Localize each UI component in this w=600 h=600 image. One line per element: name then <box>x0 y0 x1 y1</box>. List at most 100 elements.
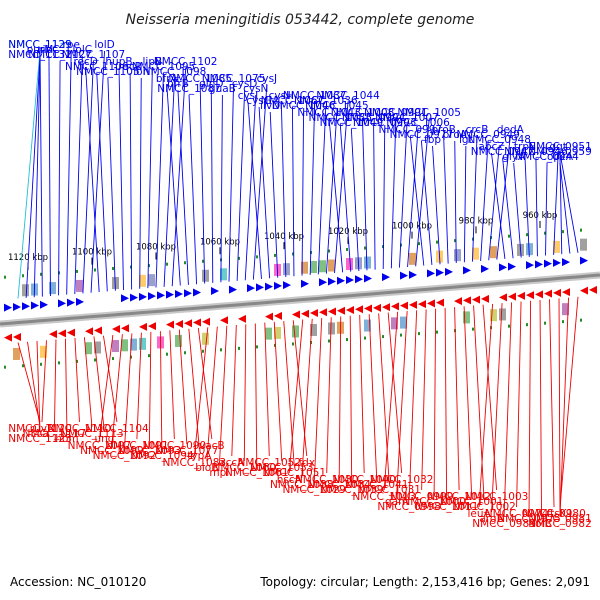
top-gene-label: purM <box>27 44 54 56</box>
top-gene-label: NMCC_0959 <box>528 146 592 158</box>
top-gene-label: NMCC_1049 <box>320 117 384 129</box>
forward-feature-block <box>409 252 416 265</box>
reverse-gene-arrow <box>292 310 300 319</box>
leader-line <box>339 123 352 272</box>
leader-line <box>463 306 473 496</box>
reverse-gene-arrow <box>220 316 228 325</box>
scale-tick-label: 1080 kbp <box>136 242 176 252</box>
leader-line <box>169 330 175 440</box>
genome-summary-text: Topology: circular; Length: 2,153,416 bp… <box>259 575 590 589</box>
top-gene-label: rpe <box>62 39 79 51</box>
reverse-gene-arrow <box>391 302 399 311</box>
scale-tick-label: 1040 kbp <box>264 232 304 242</box>
reverse-feature-block <box>328 322 335 335</box>
reverse-gene-arrow <box>238 314 246 323</box>
reverse-gene-arrow <box>4 333 12 342</box>
leader-line <box>269 111 279 278</box>
top-gene-label: cysH <box>269 90 294 102</box>
bottom-gene-label: NMCC_1092 <box>93 450 157 462</box>
leader-line <box>17 342 41 423</box>
reverse-gene-arrow <box>13 332 21 341</box>
top-gene-label: fbp <box>424 134 441 146</box>
reverse-feature-block <box>274 326 281 339</box>
leader-line <box>171 67 187 287</box>
bottom-gene-label: NMCC_0981 <box>528 513 592 525</box>
reverse-feature-block <box>40 345 47 358</box>
bottom-gene-label: NMCC_1000 <box>402 496 466 508</box>
forward-gene-arrow <box>121 294 129 303</box>
bottom-gene-label: NMCC_0975 <box>497 513 561 525</box>
top-gene-label: NMCC_1008 <box>331 107 395 119</box>
label-leader-lines <box>17 50 579 518</box>
reverse-gene-arrow <box>58 329 66 338</box>
leader-line <box>107 77 116 291</box>
forward-gene-arrow <box>355 275 363 284</box>
forward-gene-arrow <box>535 260 543 269</box>
reverse-feature-block <box>139 337 146 350</box>
leader-line <box>362 118 368 271</box>
forward-gene-arrow <box>265 282 273 291</box>
bottom-gene-label: NMCC_1053 <box>250 462 314 474</box>
top-gene-label: NMCC_1075 <box>202 73 266 85</box>
leader-line <box>39 50 43 297</box>
leader-line <box>66 50 72 295</box>
reverse-gene-arrow <box>544 289 552 298</box>
forward-gene-arrow <box>22 302 30 311</box>
leader-line <box>433 308 437 496</box>
bottom-gene-label: NMCC_1094 <box>130 450 194 462</box>
top-gene-label: crcB <box>466 124 489 136</box>
reverse-gene-arrow <box>355 305 363 314</box>
reverse-feature-block <box>463 311 470 324</box>
reverse-gene-arrow <box>472 295 480 304</box>
leader-line <box>349 315 353 484</box>
top-gene-label: NMCC_1132 <box>8 49 72 61</box>
bottom-gene-label: argB <box>479 513 503 525</box>
bottom-gene-label: leuA <box>467 508 491 520</box>
leader-line <box>118 67 124 291</box>
top-gene-label: cysI <box>238 90 259 102</box>
accession-text: Accession: NC_010120 <box>10 575 146 589</box>
leader-line <box>528 300 531 513</box>
bottom-gene-label: bioB <box>195 462 218 474</box>
leader-line <box>313 318 323 484</box>
leader-line <box>559 152 579 253</box>
forward-feature-block <box>580 238 587 251</box>
top-gene-label: NMCC_1127 <box>28 49 92 61</box>
leader-line <box>36 341 41 433</box>
top-gene-label: NMCC_1006 <box>386 117 450 129</box>
leader-line <box>368 314 378 479</box>
bottom-gene-label: NMCC_1039 <box>320 484 384 496</box>
bottom-gene-label: NMCC_1097 <box>68 440 132 452</box>
leader-line <box>96 72 108 292</box>
top-gene-label: NMCC_1037 <box>283 90 347 102</box>
leader-line <box>473 305 485 501</box>
leader-line <box>220 94 223 283</box>
top-gene-label: cysG <box>246 95 272 107</box>
reverse-gene-arrow <box>319 308 327 317</box>
forward-gene-arrow <box>211 287 219 296</box>
reverse-gene-arrow <box>265 312 273 321</box>
reverse-feature-block <box>292 325 299 338</box>
bottom-gene-label: NMCC_0980 <box>522 508 586 520</box>
reverse-gene-arrow <box>337 306 345 315</box>
reverse-feature-block <box>175 334 182 347</box>
top-gene-label: guaB <box>209 83 236 95</box>
leader-line <box>325 111 338 274</box>
leader-line <box>82 60 94 294</box>
gene-labels: NMCC_1135purMNMCC_1132NMCC_1129ribCNMCC_… <box>8 39 592 530</box>
forward-gene-arrow <box>301 279 309 288</box>
forward-feature-block <box>301 261 308 274</box>
leader-line <box>54 339 57 428</box>
top-gene-label: proB <box>431 124 455 136</box>
reverse-gene-arrow <box>508 292 516 301</box>
leader-line <box>178 329 188 445</box>
bottom-gene-label: ruvB <box>30 423 54 435</box>
forward-feature-block <box>139 274 146 287</box>
top-gene-label: NMCC_1107 <box>62 49 126 61</box>
reverse-feature-block <box>562 303 569 316</box>
leader-line <box>513 162 522 258</box>
leader-line <box>478 303 494 508</box>
reverse-feature-block <box>130 338 137 351</box>
reverse-feature-block <box>112 340 119 353</box>
forward-gene-arrow <box>427 269 435 278</box>
